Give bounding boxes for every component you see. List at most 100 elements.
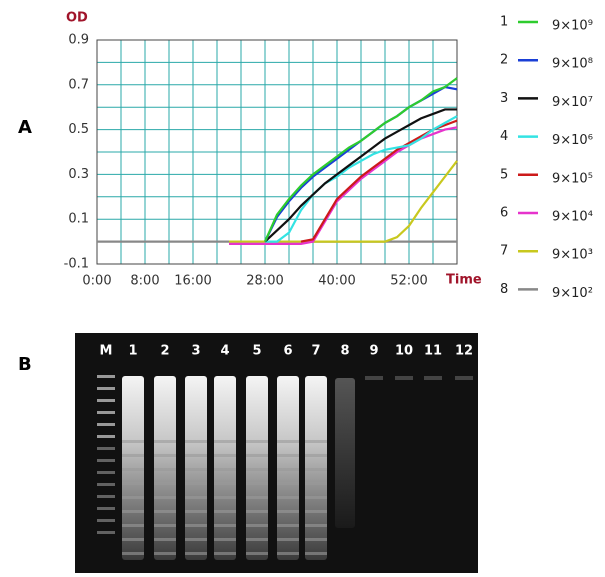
x-tick-label: 0:00 (82, 274, 111, 289)
dna-band (246, 440, 268, 443)
lane-label: 6 (283, 344, 292, 359)
dna-band (214, 440, 236, 443)
dna-band (185, 524, 207, 527)
y-axis-label: OD (66, 11, 88, 26)
legend-index: 1 (500, 15, 508, 30)
lane-label: 8 (340, 344, 349, 359)
dna-band (122, 524, 144, 527)
dna-band (277, 454, 299, 457)
dna-band (122, 482, 144, 485)
dna-band (305, 482, 327, 485)
panel-label: B (18, 354, 32, 375)
dna-band (154, 538, 176, 541)
legend-index: 7 (500, 244, 508, 259)
x-axis-label: Time (446, 273, 482, 288)
panel-label: A (18, 117, 32, 138)
dna-band (277, 552, 299, 555)
dna-band (122, 510, 144, 513)
dna-band (305, 454, 327, 457)
plot: 0:00 8:00 16:00 28:00 40:00 52:00 -0.1 0.1 0.3 0.… (64, 33, 458, 289)
dna-band (185, 482, 207, 485)
dna-band (277, 496, 299, 499)
legend-label: 9×10³ (552, 248, 593, 263)
dna-band (154, 524, 176, 527)
marker-band (97, 471, 115, 474)
dna-band (277, 440, 299, 443)
lane-label: 12 (455, 344, 473, 359)
data-line (263, 77, 458, 243)
dna-band (185, 454, 207, 457)
lane-label: 7 (311, 344, 320, 359)
marker-band (97, 531, 115, 534)
dna-band (246, 482, 268, 485)
dna-band (246, 468, 268, 471)
gel: M 1 2 3 4 5 6 7 8 9 10 11 12 (97, 344, 473, 560)
lane-label: 11 (424, 344, 442, 359)
dna-band (154, 496, 176, 499)
dna-band (154, 468, 176, 471)
x-tick-label: 52:00 (390, 274, 427, 289)
dna-band (305, 440, 327, 443)
dna-band (305, 468, 327, 471)
legend-index: 2 (500, 53, 508, 68)
data-line (264, 108, 457, 243)
x-tick-label: 40:00 (318, 274, 355, 289)
y-tick-label: 0.5 (68, 122, 89, 137)
dna-band (185, 538, 207, 541)
dna-band (154, 482, 176, 485)
dna-band (154, 440, 176, 443)
lane-label: 4 (220, 344, 229, 359)
well-band (424, 376, 442, 380)
x-tick-label: 16:00 (174, 274, 211, 289)
marker-band (97, 399, 115, 402)
dna-smear (335, 378, 355, 528)
dna-band (305, 496, 327, 499)
dna-band (122, 454, 144, 457)
lane-label: 3 (191, 344, 200, 359)
marker-band (97, 411, 115, 414)
marker-band (97, 387, 115, 390)
y-tick-label: 0.1 (68, 212, 89, 227)
legend-label: 9×10⁸ (552, 57, 593, 72)
lane-label: 5 (252, 344, 261, 359)
y-tick-label: -0.1 (64, 257, 89, 272)
dna-band (122, 440, 144, 443)
dna-band (305, 538, 327, 541)
dna-band (214, 482, 236, 485)
dna-band (154, 454, 176, 457)
dna-band (122, 468, 144, 471)
dna-band (122, 552, 144, 555)
lane-label: 1 (128, 344, 137, 359)
y-tick-label: 0.7 (68, 77, 89, 92)
dna-band (277, 482, 299, 485)
legend-label: 9×10⁵ (552, 171, 593, 186)
dna-band (214, 524, 236, 527)
dna-band (214, 538, 236, 541)
x-tick-label: 28:00 (246, 274, 283, 289)
dna-band (246, 524, 268, 527)
marker-band (97, 423, 115, 426)
legend-label: 9×10⁶ (552, 133, 593, 148)
dna-band (185, 468, 207, 471)
dna-band (277, 510, 299, 513)
marker-band (97, 447, 115, 450)
marker-band (97, 435, 115, 438)
dna-band (185, 510, 207, 513)
dna-band (277, 524, 299, 527)
dna-band (122, 496, 144, 499)
legend-index: 8 (500, 282, 508, 297)
dna-band (214, 468, 236, 471)
lane-label: M (100, 344, 113, 359)
y-tick-label: 0.3 (68, 167, 89, 182)
dna-band (246, 496, 268, 499)
dna-band (277, 468, 299, 471)
marker-band (97, 375, 115, 378)
legend-index: 6 (500, 206, 508, 221)
marker-band (97, 507, 115, 510)
dna-band (185, 440, 207, 443)
marker-band (97, 483, 115, 486)
y-tick-label: 0.9 (68, 33, 89, 48)
dna-band (154, 510, 176, 513)
dna-band (214, 552, 236, 555)
